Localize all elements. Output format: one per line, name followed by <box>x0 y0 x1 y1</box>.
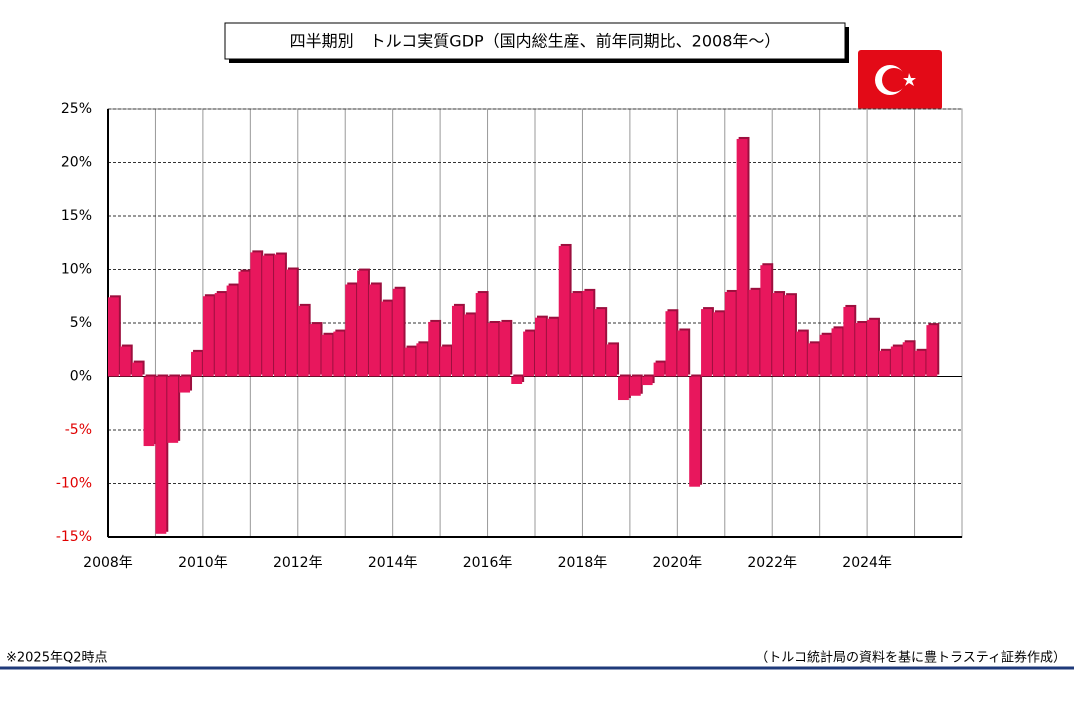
bar <box>368 284 380 377</box>
bar <box>250 252 262 377</box>
source: （トルコ統計局の資料を基に豊トラスティ証券作成） <box>755 650 1066 666</box>
bar <box>855 323 867 377</box>
bar <box>143 376 155 447</box>
bar <box>463 314 475 377</box>
bar <box>736 138 748 377</box>
bar <box>119 346 131 377</box>
bar <box>535 317 546 377</box>
bar <box>499 321 511 377</box>
y-tick-label: 5% <box>70 315 92 331</box>
y-tick-label: 0% <box>70 369 92 385</box>
bar <box>558 245 570 377</box>
bar <box>890 346 902 377</box>
x-tick-label: 2008年 <box>83 555 133 571</box>
y-tick-label: -15% <box>56 529 92 545</box>
bar <box>819 334 831 377</box>
bar <box>653 362 665 377</box>
bar <box>428 321 440 377</box>
x-tick-label: 2014年 <box>368 555 418 571</box>
y-tick-label: 15% <box>61 208 92 224</box>
bar <box>451 305 463 377</box>
note: ※2025年Q2時点 <box>6 651 107 666</box>
bar <box>641 376 653 386</box>
y-tick-label: -10% <box>56 476 92 492</box>
bar <box>226 285 238 377</box>
x-tick-label: 2022年 <box>747 555 797 571</box>
bar <box>701 309 712 377</box>
flag-star <box>903 73 916 86</box>
bar <box>748 289 760 377</box>
y-tick-label: 25% <box>61 101 92 117</box>
bar <box>440 346 451 377</box>
y-tick-label: 10% <box>61 262 92 278</box>
bar <box>297 305 309 377</box>
x-tick-label: 2012年 <box>273 555 323 571</box>
bar <box>511 376 523 384</box>
bar <box>914 350 926 377</box>
bar <box>108 297 119 377</box>
bar <box>321 334 333 377</box>
bar <box>784 295 795 377</box>
bar <box>546 318 558 377</box>
bar <box>582 290 594 377</box>
bar <box>724 291 736 377</box>
chart-title: 四半期別 トルコ実質GDP（国内総生産、前年同期比、2008年～） <box>290 32 781 51</box>
x-tick-label: 2016年 <box>463 555 513 571</box>
bar <box>523 331 534 377</box>
bar <box>167 376 179 443</box>
bar <box>475 293 487 377</box>
bar <box>772 293 784 377</box>
bar <box>238 271 250 377</box>
x-tick-label: 2010年 <box>178 555 228 571</box>
bar <box>795 331 807 377</box>
bar <box>902 342 914 377</box>
flag <box>858 50 942 110</box>
bar <box>665 311 677 377</box>
bar <box>629 376 641 396</box>
flag-crescent-cut <box>882 68 906 92</box>
bar <box>333 331 345 377</box>
bar <box>202 296 214 377</box>
title-box <box>224 22 846 60</box>
bar <box>760 265 772 377</box>
x-tick-label: 2024年 <box>842 555 892 571</box>
bar <box>179 376 191 393</box>
bar <box>831 328 843 377</box>
bar <box>570 293 582 377</box>
x-tick-label: 2020年 <box>653 555 703 571</box>
bar <box>274 254 285 377</box>
bar <box>926 325 938 377</box>
bar <box>309 324 321 377</box>
bar <box>677 330 689 377</box>
x-tick-label: 2018年 <box>558 555 608 571</box>
bar <box>191 351 202 377</box>
bar <box>878 350 890 377</box>
bar <box>843 306 855 377</box>
bar <box>807 343 819 377</box>
bar <box>131 362 143 377</box>
bar <box>404 347 416 377</box>
bar <box>689 376 701 487</box>
y-tick-label: -5% <box>65 422 92 438</box>
bar <box>357 270 368 377</box>
bar <box>155 376 167 534</box>
bar <box>380 301 392 377</box>
bar <box>867 319 878 377</box>
y-tick-label: 20% <box>61 155 92 171</box>
bar <box>262 255 274 377</box>
bar <box>618 376 629 401</box>
bar <box>392 288 404 377</box>
bar <box>214 293 226 377</box>
bar <box>712 312 724 377</box>
bar <box>487 323 499 377</box>
bar <box>606 344 618 377</box>
bar <box>594 309 606 377</box>
bar <box>285 269 297 377</box>
bar <box>416 343 428 377</box>
bar <box>345 284 357 377</box>
